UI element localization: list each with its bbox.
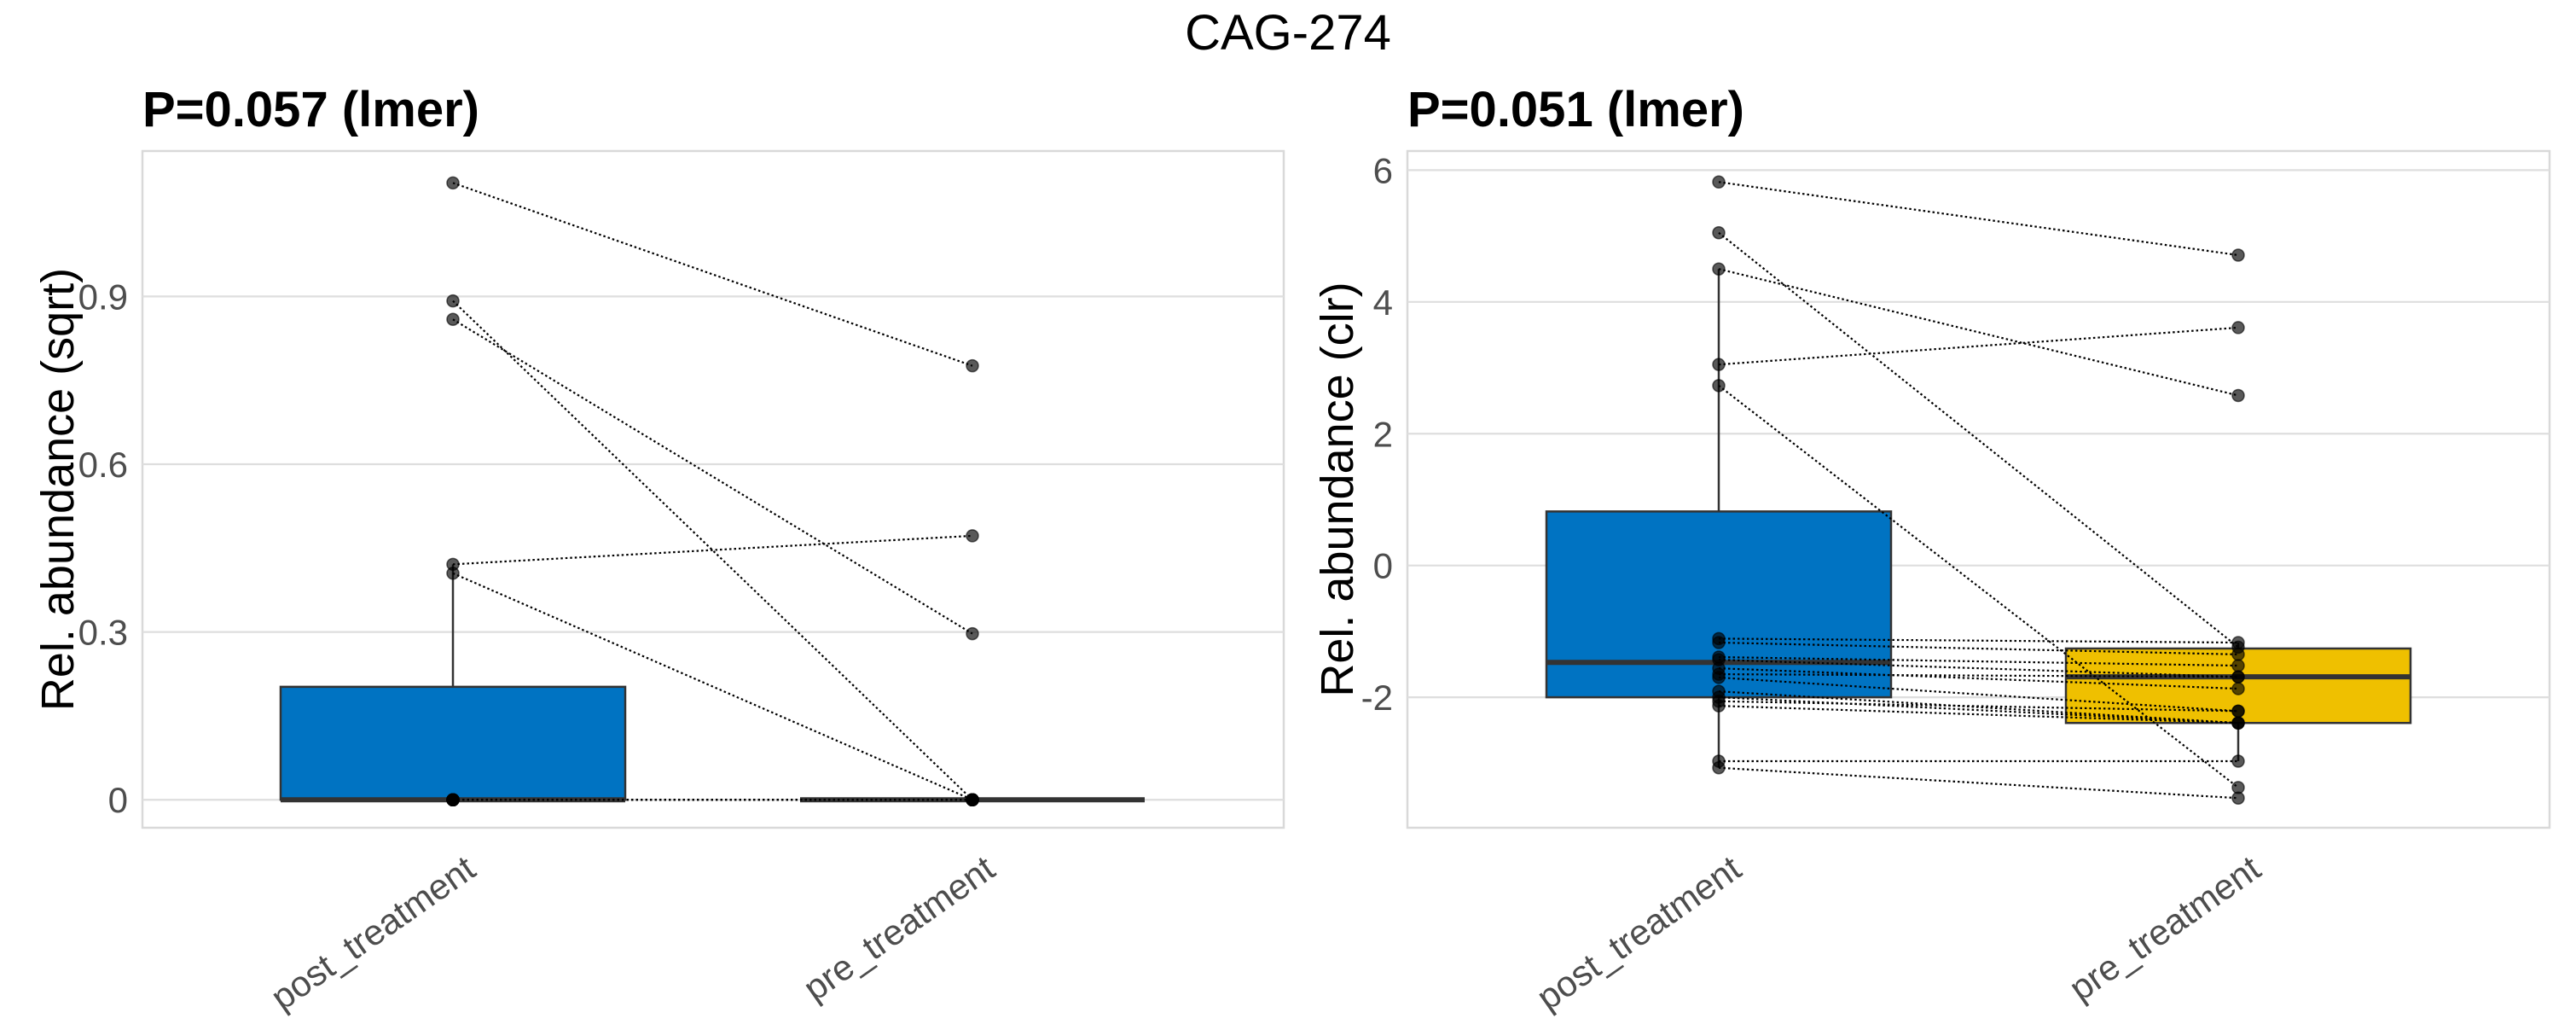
data-point <box>1712 262 1726 276</box>
data-point <box>1712 358 1726 371</box>
y-tick-label: 0 <box>108 780 128 820</box>
data-point <box>2231 648 2245 661</box>
data-point <box>2231 754 2245 768</box>
data-point <box>966 793 979 806</box>
y-tick-label: 6 <box>1373 150 1393 190</box>
x-tick-label: pre_treatment <box>796 847 1001 1009</box>
y-tick-label: 4 <box>1373 282 1393 323</box>
y-tick-label: 2 <box>1373 414 1393 454</box>
data-point <box>2231 659 2245 672</box>
data-point <box>2231 388 2245 403</box>
x-tick-label: post_treatment <box>264 847 483 1017</box>
data-point <box>446 793 460 806</box>
data-point <box>966 358 979 373</box>
data-point <box>2231 682 2245 695</box>
pair-line <box>1718 766 2239 800</box>
data-point <box>966 626 979 641</box>
pair-line <box>1718 690 2239 724</box>
data-point <box>1712 636 1726 649</box>
pair-line <box>1718 231 2239 649</box>
data-point <box>2231 248 2245 262</box>
data-point <box>1712 760 1726 775</box>
data-point <box>446 176 460 190</box>
data-point <box>1712 379 1726 393</box>
pair-line <box>452 572 973 801</box>
pair-line <box>1718 641 2239 656</box>
panel-border <box>1406 149 2551 829</box>
box-body <box>279 685 627 801</box>
pair-line <box>1718 655 2239 667</box>
pair-line <box>452 534 973 566</box>
pair-line <box>1718 385 2239 788</box>
y-axis-title: Rel. abundance (sqrt) <box>32 268 84 711</box>
data-point <box>446 312 460 327</box>
data-point <box>2231 704 2245 719</box>
pair-line <box>1718 181 2239 257</box>
panel-subtitle: P=0.051 (lmer) <box>1407 82 1744 137</box>
data-point <box>2231 670 2245 684</box>
data-point <box>446 567 460 580</box>
data-point <box>2231 716 2245 730</box>
pair-line <box>1718 672 2239 678</box>
figure-title: CAG-274 <box>1185 5 1391 61</box>
pair-line <box>1718 659 2239 678</box>
data-point <box>2231 321 2245 335</box>
y-tick-label: 0 <box>1373 546 1393 586</box>
data-point <box>2231 791 2245 806</box>
y-tick-label: 0.6 <box>78 445 128 485</box>
data-point <box>1712 671 1726 684</box>
pair-line <box>1718 705 2239 724</box>
pair-line <box>1718 696 2239 724</box>
panel-subtitle: P=0.057 (lmer) <box>142 82 479 137</box>
x-tick-label: pre_treatment <box>2062 847 2267 1009</box>
pair-line <box>1718 667 2239 690</box>
data-point <box>1712 699 1726 713</box>
panel-right: P=0.051 (lmer) -2 0 2 4 6 Rel. abundance (clr)… <box>1312 82 2551 1018</box>
data-point <box>446 294 460 308</box>
data-point <box>2231 636 2245 649</box>
pair-line <box>1718 700 2239 713</box>
data-point <box>1712 175 1726 189</box>
pair-line <box>1718 637 2239 644</box>
x-tick-label: post_treatment <box>1529 847 1749 1017</box>
data-point <box>1712 225 1726 240</box>
y-tick-label: 0.9 <box>78 276 128 317</box>
data-point <box>966 529 979 543</box>
y-tick-label: 0.3 <box>78 613 128 653</box>
y-axis-title: Rel. abundance (clr) <box>1312 282 1363 696</box>
y-tick-label: -2 <box>1361 678 1393 718</box>
